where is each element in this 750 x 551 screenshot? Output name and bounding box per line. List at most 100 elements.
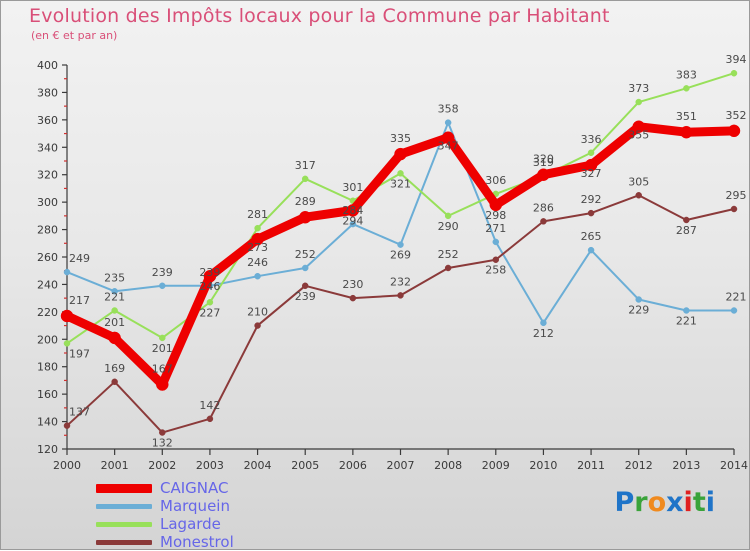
y-tick-label: 380 <box>37 86 58 99</box>
logo-letter: i <box>705 487 715 518</box>
legend-item-caignac[interactable]: CAIGNAC <box>96 479 376 497</box>
data-point[interactable] <box>635 98 642 106</box>
data-point[interactable] <box>444 264 452 272</box>
data-point[interactable] <box>346 204 360 217</box>
data-label: 294 <box>342 214 363 227</box>
data-point[interactable] <box>156 378 169 391</box>
data-label: 305 <box>628 175 649 188</box>
data-label: 320 <box>533 153 554 166</box>
data-label: 351 <box>676 110 697 123</box>
data-point[interactable] <box>727 124 741 138</box>
data-label: 201 <box>104 316 125 329</box>
data-point[interactable] <box>254 224 261 232</box>
data-point[interactable] <box>540 319 547 327</box>
data-point[interactable] <box>111 307 118 314</box>
data-point[interactable] <box>301 175 309 183</box>
y-tick-label: 260 <box>37 251 58 264</box>
data-point[interactable] <box>635 296 642 303</box>
data-point[interactable] <box>108 331 121 345</box>
data-label: 327 <box>581 167 602 180</box>
data-point[interactable] <box>63 340 71 347</box>
data-point[interactable] <box>587 149 595 157</box>
data-point[interactable] <box>444 119 452 126</box>
data-point[interactable] <box>397 241 404 248</box>
data-point[interactable] <box>60 309 74 323</box>
data-point[interactable] <box>683 307 690 314</box>
series-lagarde <box>63 69 738 347</box>
data-point[interactable] <box>632 120 645 133</box>
data-label: 210 <box>247 306 268 319</box>
data-point[interactable] <box>394 147 407 161</box>
data-point[interactable] <box>254 322 261 329</box>
page-title: Evolution des Impôts locaux pour la Comm… <box>29 5 610 27</box>
data-point[interactable] <box>203 269 217 283</box>
data-point[interactable] <box>492 256 500 263</box>
data-point[interactable] <box>584 158 598 172</box>
logo-letter: i <box>683 487 693 518</box>
data-point[interactable] <box>349 294 357 302</box>
data-point[interactable] <box>159 429 166 436</box>
data-point[interactable] <box>111 288 118 295</box>
data-point[interactable] <box>159 334 166 342</box>
x-tick-label: 2014 <box>720 459 748 472</box>
y-tick-label: 320 <box>37 169 58 182</box>
data-label: 284 <box>342 204 363 217</box>
data-point[interactable] <box>730 307 738 314</box>
data-label: 298 <box>485 209 506 222</box>
data-label: 317 <box>295 159 316 172</box>
data-point[interactable] <box>680 125 693 139</box>
legend-swatch-icon <box>96 539 152 545</box>
data-point[interactable] <box>111 378 118 386</box>
data-point[interactable] <box>635 192 642 199</box>
data-label: 201 <box>152 342 173 355</box>
data-point[interactable] <box>254 272 261 280</box>
y-tick-label: 200 <box>37 333 58 346</box>
data-point[interactable] <box>63 422 71 429</box>
data-point[interactable] <box>397 170 404 177</box>
x-tick-label: 2009 <box>482 459 510 472</box>
data-point[interactable] <box>298 210 312 224</box>
x-tick-label: 2007 <box>387 459 415 472</box>
data-point[interactable] <box>441 131 455 144</box>
data-point[interactable] <box>537 168 550 181</box>
data-point[interactable] <box>63 268 71 276</box>
y-tick-label: 140 <box>37 416 58 429</box>
data-point[interactable] <box>301 264 309 272</box>
data-label: 221 <box>104 290 125 303</box>
legend-item-marquein[interactable]: Marquein <box>96 497 376 515</box>
data-point[interactable] <box>489 198 503 212</box>
data-point[interactable] <box>206 299 214 306</box>
data-point[interactable] <box>683 216 690 224</box>
data-point[interactable] <box>730 69 738 77</box>
series-marquein <box>63 119 738 327</box>
data-point[interactable] <box>159 282 166 290</box>
data-point[interactable] <box>206 415 214 423</box>
legend-item-monestrol[interactable]: Monestrol <box>96 533 376 551</box>
data-point[interactable] <box>492 238 500 246</box>
logo-letter: o <box>647 487 667 518</box>
data-point[interactable] <box>587 246 595 254</box>
data-point[interactable] <box>730 205 738 213</box>
y-tick-label: 340 <box>37 141 58 154</box>
y-tick-label: 240 <box>37 278 58 291</box>
data-point[interactable] <box>683 85 690 92</box>
data-point[interactable] <box>349 220 357 228</box>
data-label: 292 <box>581 193 602 206</box>
data-point[interactable] <box>540 218 547 225</box>
x-tick-label: 2002 <box>148 459 176 472</box>
data-point[interactable] <box>397 292 404 299</box>
chart-legend: CAIGNAC Marquein Lagarde Monestrol <box>96 479 376 551</box>
data-label: 336 <box>581 133 602 146</box>
logo-letter: P <box>614 487 635 518</box>
data-point[interactable] <box>301 282 309 290</box>
x-tick-label: 2010 <box>529 459 557 472</box>
data-point[interactable] <box>251 232 264 246</box>
legend-item-lagarde[interactable]: Lagarde <box>96 515 376 533</box>
data-point[interactable] <box>444 212 452 220</box>
data-label: 239 <box>199 266 220 279</box>
data-label: 265 <box>581 230 602 243</box>
x-tick-label: 2000 <box>53 459 81 472</box>
data-point[interactable] <box>587 209 595 217</box>
